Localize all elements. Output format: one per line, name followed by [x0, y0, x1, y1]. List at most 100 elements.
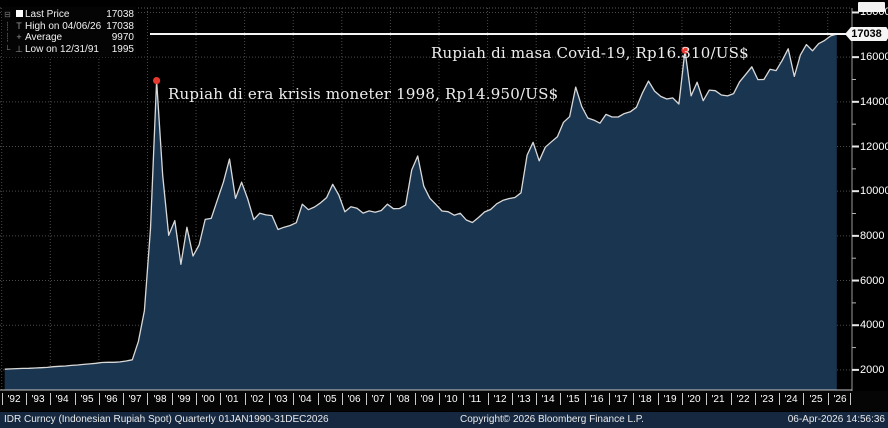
x-axis-tick-label: '24 [784, 394, 798, 405]
x-axis-tick [2, 393, 3, 405]
legend-label: High on 04/06/26 [25, 20, 102, 32]
price-area-fill [4, 34, 837, 390]
legend-row-last-price[interactable]: ⊟ Last Price 17038 [2, 9, 134, 21]
x-axis-tick [196, 393, 197, 405]
x-axis-tick-label: '05 [323, 394, 337, 405]
x-axis-tick-label: '19 [663, 394, 677, 405]
x-axis-tick-label: '92 [7, 394, 21, 405]
x-axis-tick-label: '22 [736, 394, 750, 405]
x-axis-tick [439, 393, 440, 405]
legend-row-low[interactable]: └ ⊥ Low on 12/31/91 1995 [2, 44, 134, 56]
x-axis-tick [803, 393, 804, 405]
tree-branch-icon: └ [4, 44, 11, 54]
legend-value: 1995 [111, 43, 134, 55]
x-axis-tick [75, 393, 76, 405]
x-axis-tick [147, 393, 148, 405]
legend-label: Low on 12/31/91 [25, 43, 99, 55]
price-line [4, 33, 837, 370]
tree-branch-icon: ┊ [5, 33, 10, 42]
legend-value: 9970 [111, 32, 134, 43]
annotation-covid-2020[interactable]: Rupiah di masa Covid-19, Rp16.310/US$ [431, 44, 749, 62]
x-axis-tick-label: '23 [760, 394, 774, 405]
y-axis-tick-label: 4000 [860, 319, 885, 332]
x-axis-tick [26, 393, 27, 405]
x-axis-tick [245, 393, 246, 405]
legend-label: Average [25, 32, 63, 43]
x-axis-tick-label: '21 [711, 394, 725, 405]
x-axis-tick-label: '08 [396, 394, 410, 405]
x-axis-tick-label: '16 [590, 394, 604, 405]
x-axis-tick-label: '99 [177, 394, 191, 405]
x-axis-tick-label: '94 [55, 394, 69, 405]
x-axis-tick-label: '20 [687, 394, 701, 405]
x-axis-tick-label: '07 [371, 394, 385, 405]
x-axis-tick [536, 393, 537, 405]
y-axis-tick-label: 2000 [860, 363, 885, 376]
x-axis-tick-label: '02 [250, 394, 264, 405]
x-axis-tick-label: '12 [493, 394, 507, 405]
y-axis-tick-label: 8000 [860, 229, 885, 242]
x-axis-tick [658, 393, 659, 405]
x-axis-tick-label: '25 [809, 394, 823, 405]
x-axis-tick-label: '26 [833, 394, 847, 405]
x-axis-tick [633, 393, 634, 405]
x-axis-tick [560, 393, 561, 405]
x-axis-tick [488, 393, 489, 405]
x-axis-tick-label: '14 [541, 394, 555, 405]
tree-expander-icon[interactable]: ⊟ [4, 10, 11, 19]
x-axis-tick [755, 393, 756, 405]
y-axis-tick-label: 16000 [860, 51, 888, 64]
annotation-crisis-1998[interactable]: Rupiah di era krisis moneter 1998, Rp14.… [168, 85, 559, 103]
x-axis-tick [731, 393, 732, 405]
x-axis-tick-label: '13 [517, 394, 531, 405]
event-marker-dot [681, 46, 689, 54]
legend-label: Last Price [25, 9, 70, 20]
x-axis-tick-label: '17 [614, 394, 628, 405]
x-axis-tick [318, 393, 319, 405]
x-axis-tick-label: '01 [225, 394, 239, 405]
x-axis-tick [269, 393, 270, 405]
chart-legend[interactable]: ⊟ Last Price 17038 ┊ T High on 04/06/26 … [2, 7, 136, 57]
high-marker-icon: T [16, 20, 22, 31]
x-axis-tick-label: '03 [274, 394, 288, 405]
x-axis-tick [828, 393, 829, 405]
corner-tag[interactable] [858, 2, 885, 12]
x-axis-tick [850, 393, 851, 405]
x-axis-tick-label: '95 [80, 394, 94, 405]
x-axis-tick [220, 393, 221, 405]
y-axis-tick-label: 6000 [860, 274, 885, 287]
x-axis-tick-label: '98 [153, 394, 167, 405]
timestamp: 06-Apr-2026 14:56:36 [787, 414, 885, 425]
x-axis-tick [123, 393, 124, 405]
x-axis-tick [682, 393, 683, 405]
price-chart-plot[interactable] [0, 0, 888, 412]
x-axis-tick [50, 393, 51, 405]
last-price-swatch-icon [13, 10, 25, 19]
x-axis-tick [463, 393, 464, 405]
average-marker-icon: + [16, 32, 22, 43]
x-axis-tick [585, 393, 586, 405]
legend-row-high[interactable]: ┊ T High on 04/06/26 17038 [2, 21, 134, 33]
event-marker-dot [153, 77, 161, 85]
x-axis-tick-label: '09 [420, 394, 434, 405]
legend-value: 17038 [106, 9, 134, 20]
x-axis-tick [779, 393, 780, 405]
security-description: IDR Curncy (Indonesian Rupiah Spot) Quar… [4, 414, 329, 425]
x-axis-tick-label: '10 [444, 394, 458, 405]
x-axis-tick-label: '06 [347, 394, 361, 405]
x-axis-tick-label: '11 [468, 394, 482, 405]
x-axis-tick-label: '96 [104, 394, 118, 405]
legend-row-average[interactable]: ┊ + Average 9970 [2, 32, 134, 44]
x-axis-tick [512, 393, 513, 405]
copyright-text: Copyright© 2026 Bloomberg Finance L.P. [460, 414, 644, 425]
x-axis-tick [415, 393, 416, 405]
x-axis-tick [172, 393, 173, 405]
x-axis-tick [293, 393, 294, 405]
x-axis-tick [706, 393, 707, 405]
y-axis-tick-label: 14000 [860, 95, 888, 108]
y-axis-tick-label: 10000 [860, 185, 888, 198]
last-price-axis-callout: 17038 [845, 26, 888, 41]
x-axis-tick-label: '04 [298, 394, 312, 405]
y-axis-tick-label: 12000 [860, 140, 888, 153]
x-axis-tick [390, 393, 391, 405]
